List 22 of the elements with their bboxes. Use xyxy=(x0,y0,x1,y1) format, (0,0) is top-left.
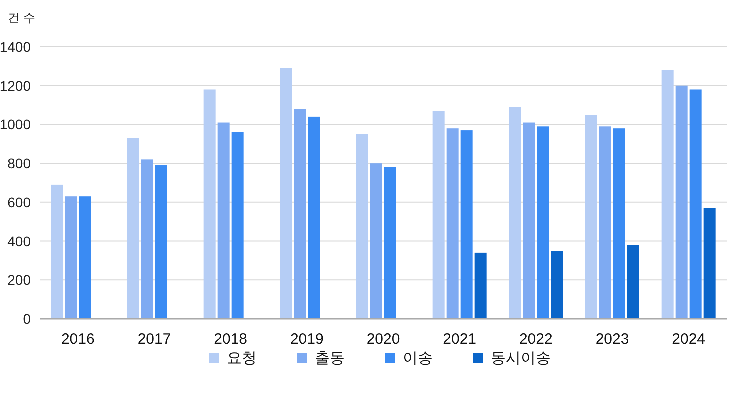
y-tick-label: 1400 xyxy=(0,39,32,55)
y-tick-label: 1200 xyxy=(0,78,32,94)
legend-label: 출동 xyxy=(315,350,345,367)
y-tick-label: 1000 xyxy=(0,116,32,133)
y-axis-title: 건 수 xyxy=(8,11,36,25)
x-tick-label: 2018 xyxy=(214,331,248,348)
x-tick-label: 2024 xyxy=(672,331,706,348)
y-tick-label: 800 xyxy=(8,156,32,172)
x-tick-label: 2021 xyxy=(443,331,477,348)
x-tick-label: 2022 xyxy=(519,331,553,348)
x-tick-label: 2023 xyxy=(596,331,630,348)
x-tick-label: 2019 xyxy=(290,331,324,348)
y-tick-label: 200 xyxy=(8,272,32,288)
legend-label: 요청 xyxy=(227,350,257,367)
y-tick-label: 0 xyxy=(23,311,32,327)
x-tick-label: 2020 xyxy=(366,331,400,348)
x-tick-label: 2016 xyxy=(61,331,95,348)
y-tick-label: 600 xyxy=(8,194,32,210)
legend-label: 이송 xyxy=(403,350,433,367)
x-tick-label: 2017 xyxy=(138,331,172,348)
y-tick-label: 400 xyxy=(8,233,32,250)
legend-label: 동시이송 xyxy=(491,350,551,367)
